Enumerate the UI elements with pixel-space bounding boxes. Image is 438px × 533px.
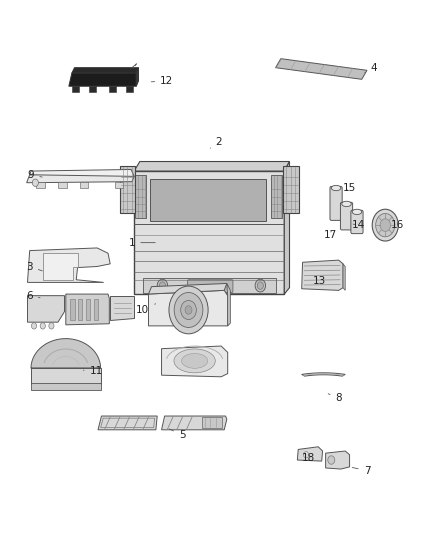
Text: 1: 1 — [129, 238, 155, 248]
Polygon shape — [69, 73, 136, 86]
Circle shape — [181, 301, 196, 319]
Polygon shape — [297, 447, 322, 461]
Ellipse shape — [182, 353, 208, 368]
Text: 12: 12 — [151, 76, 173, 86]
FancyBboxPatch shape — [31, 383, 101, 390]
Polygon shape — [302, 260, 343, 290]
FancyBboxPatch shape — [70, 300, 74, 319]
FancyBboxPatch shape — [351, 211, 363, 233]
Circle shape — [372, 209, 398, 241]
Polygon shape — [31, 338, 101, 368]
Text: 6: 6 — [26, 290, 40, 301]
Text: 13: 13 — [312, 276, 326, 286]
Polygon shape — [28, 248, 110, 282]
Circle shape — [380, 219, 391, 231]
FancyBboxPatch shape — [330, 187, 342, 220]
Circle shape — [40, 322, 46, 329]
Polygon shape — [136, 68, 138, 86]
Text: 7: 7 — [352, 466, 370, 475]
Polygon shape — [284, 161, 290, 294]
Ellipse shape — [331, 185, 341, 191]
Text: 4: 4 — [365, 63, 377, 72]
FancyBboxPatch shape — [283, 166, 299, 214]
Polygon shape — [148, 284, 227, 294]
Polygon shape — [72, 68, 138, 73]
Polygon shape — [302, 373, 345, 376]
Polygon shape — [343, 264, 345, 290]
FancyBboxPatch shape — [94, 300, 98, 319]
Polygon shape — [66, 294, 110, 325]
Ellipse shape — [174, 349, 215, 373]
FancyBboxPatch shape — [187, 280, 233, 293]
Text: 10: 10 — [136, 304, 155, 315]
Polygon shape — [43, 253, 78, 280]
Circle shape — [169, 286, 208, 334]
Polygon shape — [134, 171, 284, 294]
Circle shape — [257, 282, 263, 289]
FancyBboxPatch shape — [143, 278, 276, 293]
FancyBboxPatch shape — [120, 166, 135, 214]
Circle shape — [32, 179, 39, 187]
Text: 14: 14 — [352, 220, 365, 230]
Circle shape — [328, 456, 335, 464]
Polygon shape — [227, 284, 230, 326]
Text: 16: 16 — [391, 220, 404, 230]
Text: 15: 15 — [343, 183, 356, 193]
Text: 17: 17 — [323, 230, 337, 240]
FancyBboxPatch shape — [126, 86, 133, 92]
FancyBboxPatch shape — [201, 417, 223, 427]
Polygon shape — [134, 161, 290, 171]
Polygon shape — [30, 169, 134, 176]
FancyBboxPatch shape — [31, 368, 101, 384]
Text: 18: 18 — [302, 454, 315, 463]
FancyBboxPatch shape — [340, 203, 353, 230]
Circle shape — [159, 282, 166, 289]
Polygon shape — [276, 59, 367, 79]
Ellipse shape — [352, 209, 362, 215]
FancyBboxPatch shape — [86, 300, 90, 319]
FancyBboxPatch shape — [36, 182, 45, 188]
Polygon shape — [325, 451, 350, 469]
FancyBboxPatch shape — [115, 182, 123, 188]
FancyBboxPatch shape — [78, 300, 82, 319]
FancyBboxPatch shape — [80, 182, 88, 188]
Text: 2: 2 — [210, 137, 223, 148]
Circle shape — [185, 306, 192, 314]
FancyBboxPatch shape — [72, 86, 79, 92]
Circle shape — [174, 293, 203, 327]
FancyBboxPatch shape — [58, 182, 67, 188]
Polygon shape — [98, 416, 157, 430]
FancyBboxPatch shape — [150, 179, 265, 221]
Circle shape — [32, 322, 37, 329]
FancyBboxPatch shape — [89, 86, 96, 92]
FancyBboxPatch shape — [271, 175, 282, 217]
Circle shape — [157, 279, 168, 292]
Ellipse shape — [342, 201, 351, 207]
FancyBboxPatch shape — [109, 86, 116, 92]
Polygon shape — [148, 290, 228, 326]
Polygon shape — [28, 296, 64, 322]
Text: 5: 5 — [169, 429, 185, 440]
Text: 8: 8 — [328, 393, 342, 403]
Circle shape — [49, 322, 54, 329]
FancyBboxPatch shape — [135, 175, 146, 217]
Circle shape — [255, 279, 265, 292]
Text: 9: 9 — [28, 171, 42, 180]
Polygon shape — [27, 172, 134, 183]
Circle shape — [376, 214, 395, 237]
Polygon shape — [162, 346, 228, 377]
Text: 3: 3 — [26, 262, 42, 271]
Polygon shape — [110, 296, 134, 319]
Polygon shape — [162, 416, 227, 430]
Circle shape — [304, 451, 309, 458]
Text: 11: 11 — [83, 367, 103, 376]
